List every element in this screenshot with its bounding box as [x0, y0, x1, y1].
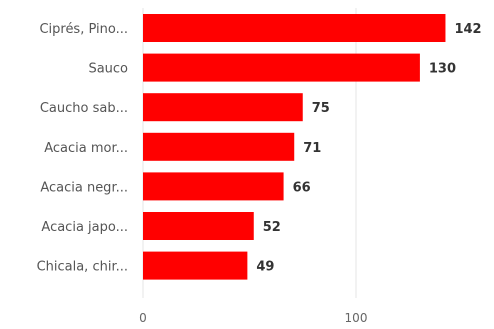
data-label: 71	[303, 141, 321, 156]
data-label: 66	[293, 180, 311, 195]
bar[interactable]	[143, 172, 284, 201]
bar[interactable]	[143, 93, 303, 122]
x-axis-ticks: 0 100	[139, 311, 367, 325]
data-label: 52	[263, 220, 281, 235]
category-label: Sauco	[88, 62, 128, 77]
data-label: 49	[256, 260, 274, 275]
category-labels: Ciprés, Pino... Sauco Caucho sab... Acacia …	[37, 22, 128, 275]
value-labels: 142 130 75 71 66 52 49	[256, 22, 481, 275]
category-label: Acacia mor...	[44, 141, 128, 156]
x-tick-label: 100	[345, 311, 368, 325]
category-label: Acacia negr...	[40, 180, 128, 195]
data-label: 142	[454, 22, 481, 37]
category-label: Acacia japo...	[41, 220, 128, 235]
category-label: Chicala, chir...	[37, 260, 128, 275]
category-label: Caucho sab...	[40, 101, 128, 116]
bar[interactable]	[143, 14, 446, 42]
x-tick-label: 0	[139, 311, 147, 325]
bar[interactable]	[143, 212, 254, 240]
data-label: 75	[312, 101, 330, 116]
bar[interactable]	[143, 53, 420, 82]
data-label: 130	[429, 62, 456, 77]
category-label: Ciprés, Pino...	[39, 22, 128, 37]
bar[interactable]	[143, 251, 248, 280]
bar[interactable]	[143, 132, 295, 161]
bars	[143, 14, 446, 280]
